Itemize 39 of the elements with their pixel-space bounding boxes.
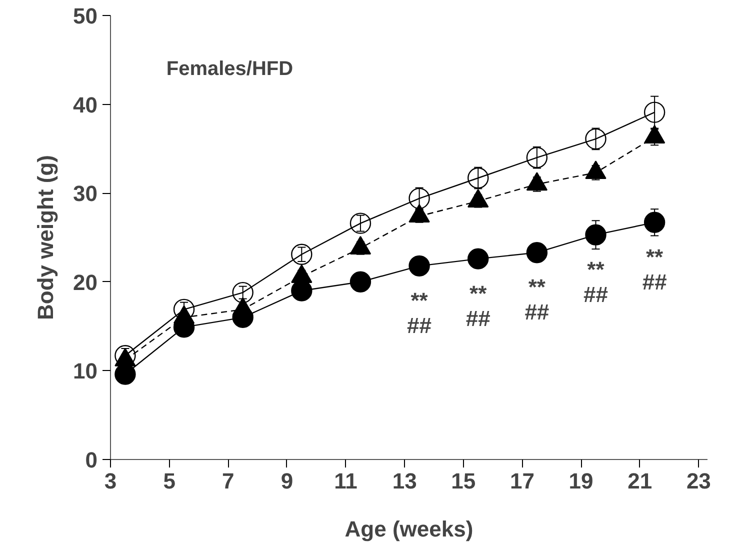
x-axis-title: Age (weeks) [344,516,474,542]
x-tick-label: 11 [334,468,358,494]
point [585,128,606,150]
y-tick-label: 50 [73,4,98,28]
annotation: ** ## [524,274,550,325]
annotation: ** ## [466,280,490,331]
point [232,282,254,304]
annotation: ** ## [584,256,608,307]
point [291,244,312,265]
y-tick-label: 0 [85,448,98,472]
y-tick-label: 20 [73,270,98,295]
x-tick-label: 23 [686,468,711,494]
point [350,212,372,234]
point [408,255,430,276]
annotation: ** ## [642,244,667,294]
point [408,188,430,210]
annotation: ** ## [407,288,432,338]
point [585,224,606,246]
x-tick-label: 15 [451,468,476,494]
x-tick-label: 9 [280,468,294,494]
x-tick-label: 7 [222,468,234,494]
y-tick-label: 30 [73,181,98,206]
x-tick-label: 19 [568,468,594,494]
y-tick-label: 10 [73,358,98,384]
point [526,242,548,264]
x-tick-label: 3 [104,468,117,494]
point [526,147,548,168]
point [644,212,666,233]
y-axis-title: Body weight (g) [33,155,58,320]
point [468,167,489,189]
y-tick-label: 40 [73,92,98,118]
x-tick-label: 21 [628,468,652,494]
annotation: Females/HFD [166,58,294,80]
point [468,248,489,270]
x-tick-label: 13 [392,468,417,494]
x-tick-label: 17 [510,468,534,494]
point [644,102,666,123]
point [350,271,372,292]
x-tick-label: 5 [163,468,176,494]
